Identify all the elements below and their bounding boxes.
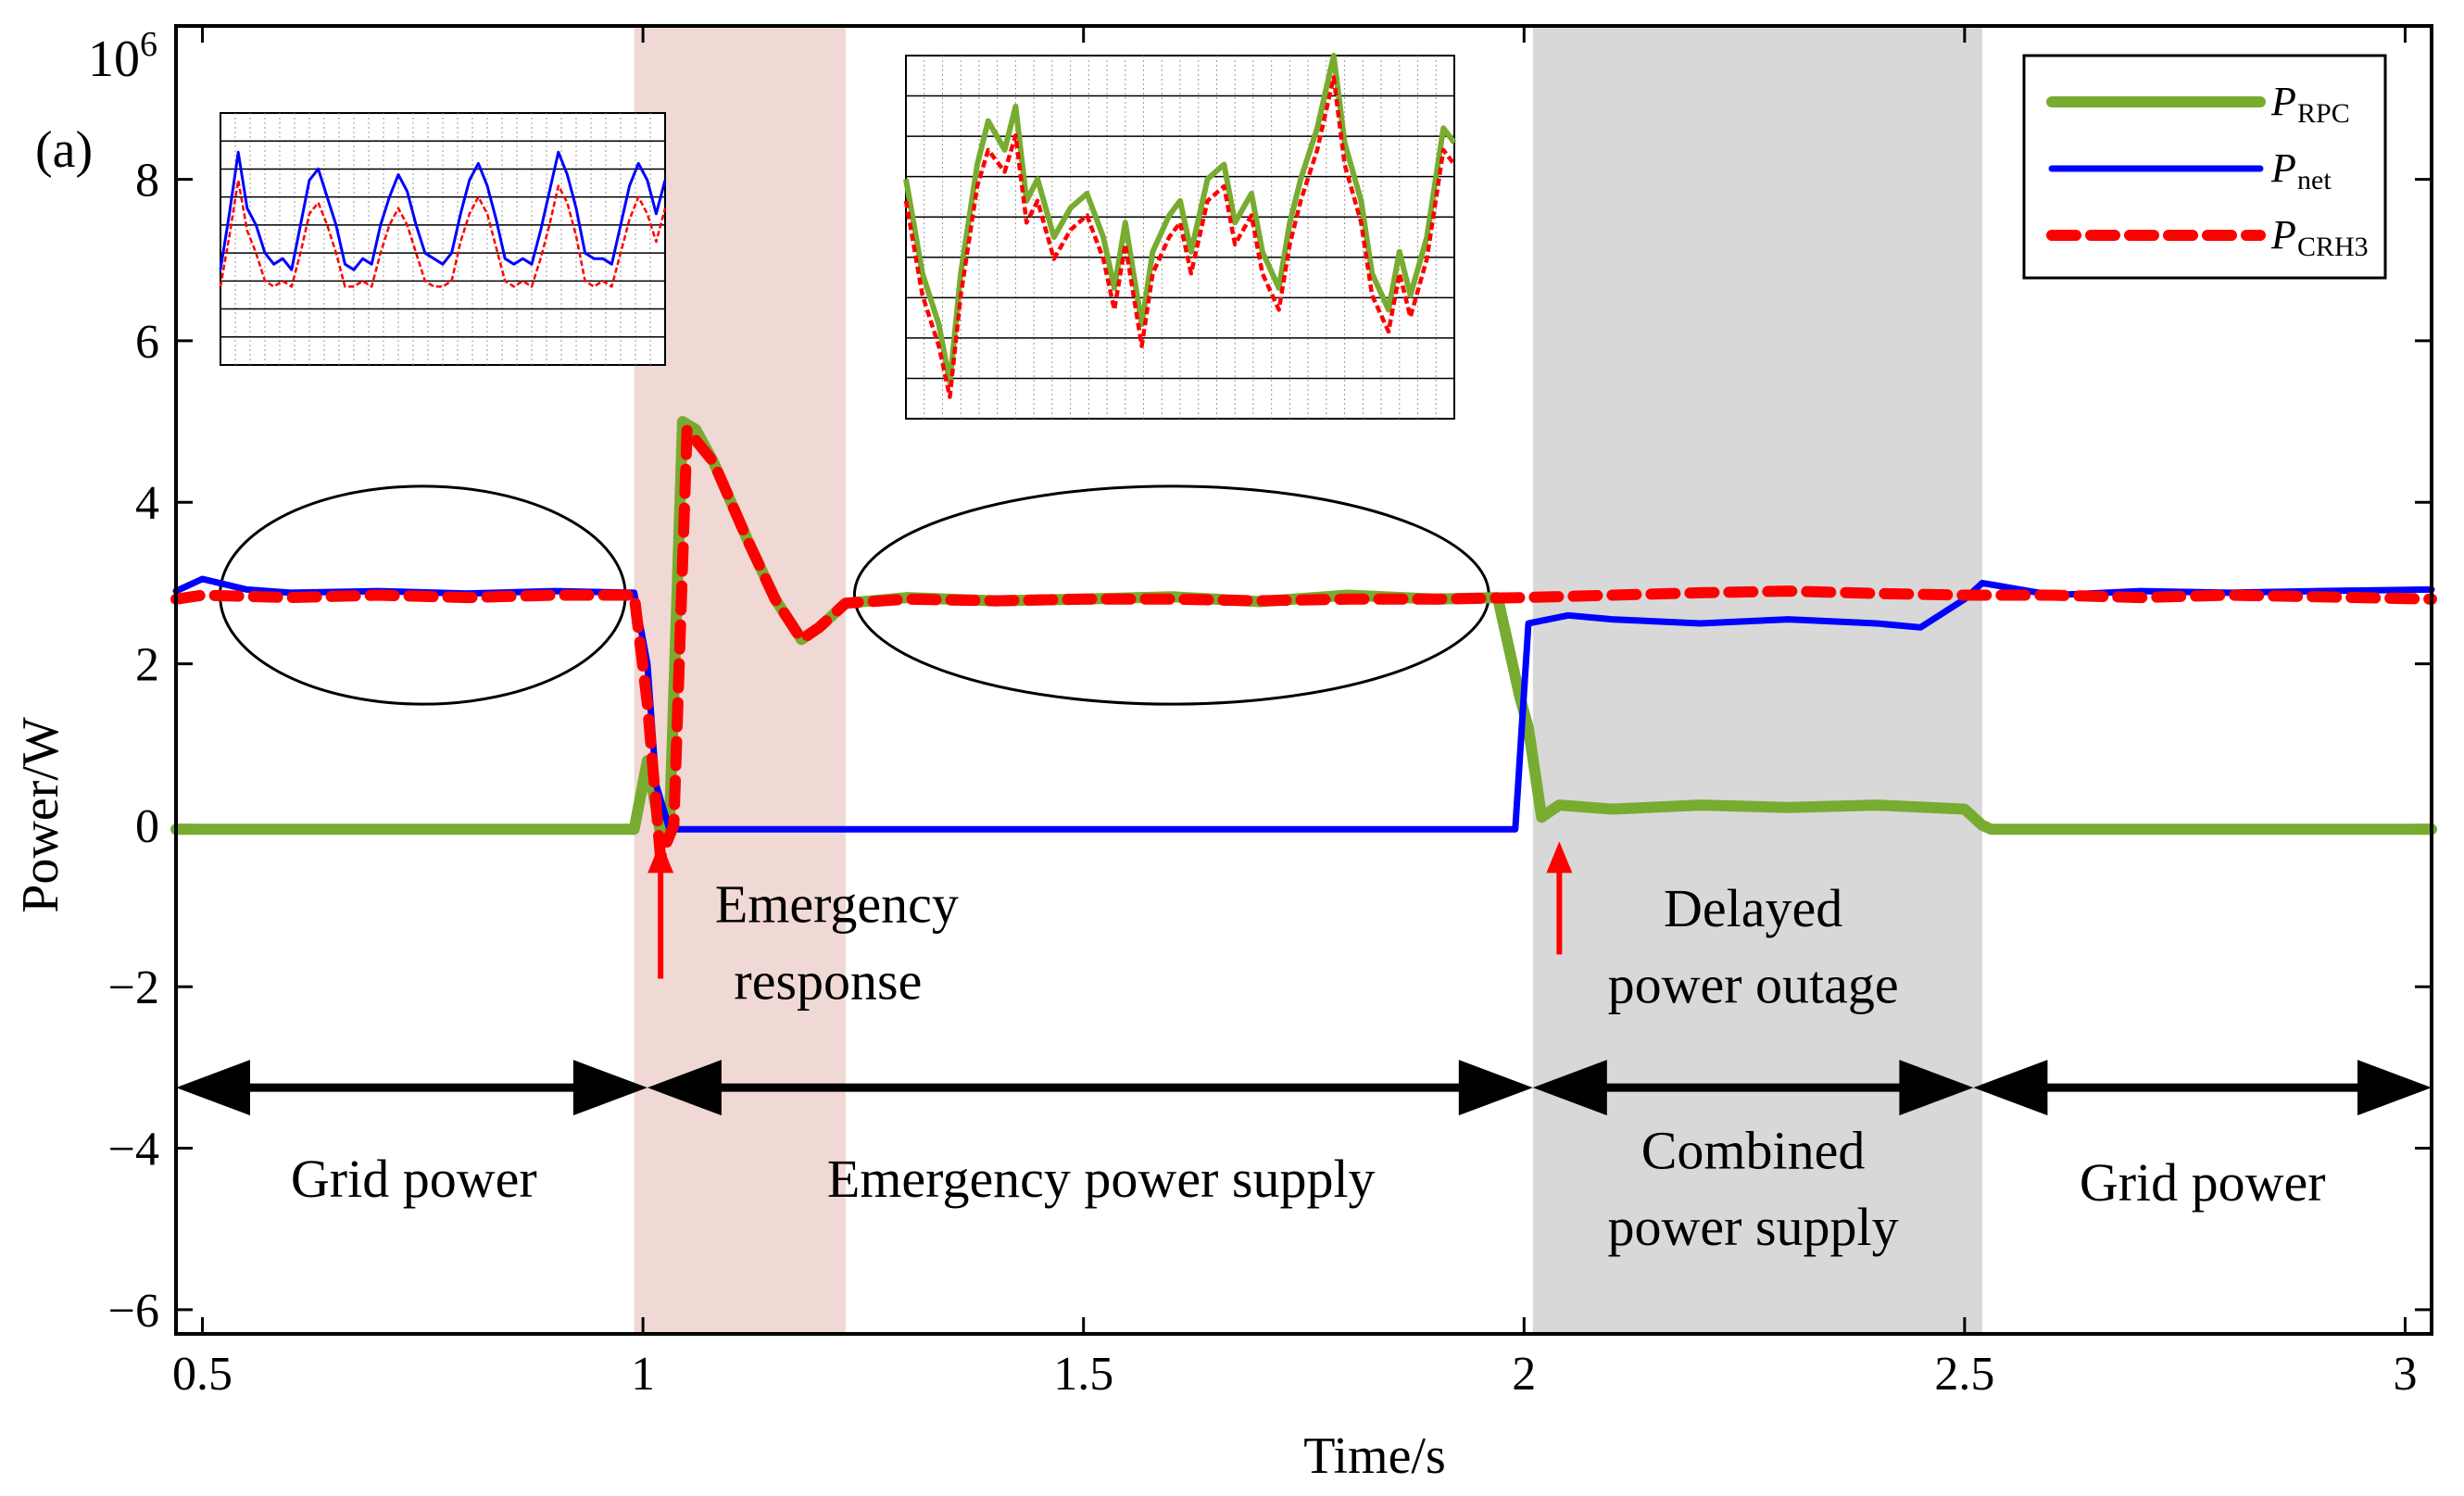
annotation-4: Grid power <box>291 1149 537 1209</box>
legend-sublabel-0: RPC <box>2297 98 2350 129</box>
x-tick-label-1: 1 <box>631 1348 655 1401</box>
y-tick-label-3: 0 <box>135 800 159 853</box>
series-lines <box>170 416 2437 863</box>
annotation-2: Delayed <box>1664 878 1842 938</box>
annotation-texts: Emergency response Delayed power outage Grid… <box>291 874 2326 1257</box>
annotation-6: Combined <box>1641 1120 1866 1180</box>
y-tick-label-2: −2 <box>108 962 159 1014</box>
legend-label-0: P <box>2270 79 2296 124</box>
inset-mid <box>903 53 1457 420</box>
y-tick-label-6: 6 <box>135 316 159 369</box>
x-tick-label-4: 2.5 <box>1934 1348 1994 1401</box>
span-arrow-head-right-1 <box>1458 1060 1533 1116</box>
annotation-1: response <box>734 950 922 1011</box>
span-arrow-head-left-1 <box>647 1060 722 1116</box>
plot-frame <box>174 24 2433 1336</box>
inset-mid-line-p-crh3 <box>903 75 1456 399</box>
x-tick-label-2: 1.5 <box>1053 1348 1113 1401</box>
annotation-8: Grid power <box>2080 1152 2326 1213</box>
series-line-p-net <box>172 575 2435 833</box>
legend-label-2: P <box>2270 212 2296 258</box>
annotation-0: Emergency <box>715 874 959 934</box>
span-arrow-head-right-3 <box>2357 1060 2432 1116</box>
y-axis-title: Power/W <box>12 717 69 913</box>
y-exponent-power: 6 <box>140 25 157 64</box>
y-tick-label-0: −6 <box>108 1285 159 1338</box>
legend-sublabel-2: CRH3 <box>2297 232 2369 262</box>
span-arrow-head-left-3 <box>1973 1060 2048 1116</box>
shaded-regions <box>634 26 1982 1334</box>
annotation-7: power supply <box>1608 1197 1899 1257</box>
legend-label-1: P <box>2270 145 2296 191</box>
annotation-3: power outage <box>1608 955 1899 1015</box>
shaded-region-1 <box>1532 26 1982 1334</box>
span-arrow-head-left-2 <box>1532 1060 1607 1116</box>
x-tick-label-5: 3 <box>2393 1348 2417 1401</box>
span-arrow-head-left-0 <box>176 1060 250 1116</box>
inset-left <box>219 112 667 366</box>
annotation-5: Emergency power supply <box>827 1149 1376 1209</box>
legend-sublabel-1: net <box>2297 165 2332 195</box>
red-arrow-head-0 <box>647 841 674 874</box>
inset-mid-line-p-rpc <box>903 53 1457 385</box>
series-line-p-crh3 <box>170 423 2437 863</box>
inset-left-line-p-net <box>219 150 667 271</box>
span-arrow-head-right-0 <box>572 1060 647 1116</box>
span-arrow-head-right-2 <box>1899 1060 1974 1116</box>
y-tick-label-7: 8 <box>135 155 159 207</box>
x-tick-label-3: 2 <box>1512 1348 1536 1401</box>
y-tick-label-4: 2 <box>135 639 159 692</box>
y-exponent: 106 <box>88 25 157 88</box>
x-tick-label-0: 0.5 <box>172 1348 233 1401</box>
series-line-p-rpc <box>170 416 2437 839</box>
inset-left-line-p-crh3 <box>219 179 667 288</box>
red-arrow-head-1 <box>1546 841 1573 874</box>
annotation-arrows <box>176 841 2432 1116</box>
y-tick-label-1: −4 <box>108 1124 159 1176</box>
zoom-insets <box>219 53 1457 420</box>
y-exponent-base: 10 <box>88 31 140 88</box>
panel-label: (a) <box>35 121 93 179</box>
tick-labels: 0.5 1 1.5 2 2.5 3 −6 −4 −2 0 2 4 6 8 <box>108 155 2418 1401</box>
y-tick-label-5: 4 <box>135 477 159 530</box>
x-axis-title: Time/s <box>1303 1427 1446 1485</box>
